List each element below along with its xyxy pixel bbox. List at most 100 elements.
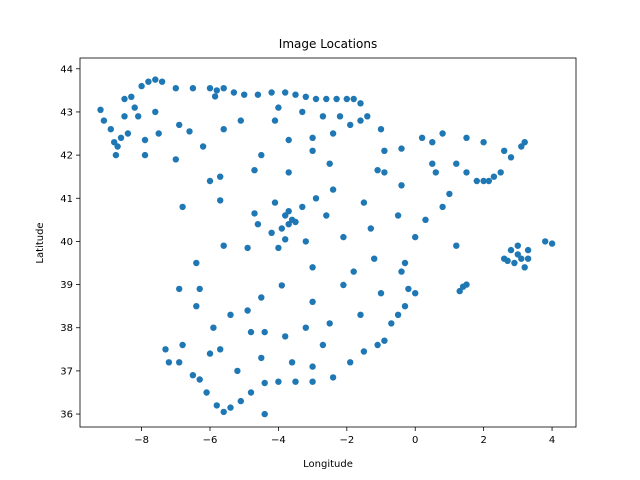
scatter-point	[480, 177, 487, 185]
y-axis-label: Latitude	[35, 222, 46, 263]
y-tick-label: 41	[60, 194, 73, 205]
scatter-point	[347, 121, 354, 129]
scatter-point	[374, 341, 381, 349]
scatter-point	[158, 78, 166, 85]
scatter-point	[288, 359, 296, 366]
scatter-point	[141, 136, 149, 144]
x-tick-label: 0	[412, 435, 418, 446]
scatter-point	[292, 91, 299, 98]
scatter-point	[138, 82, 145, 90]
scatter-point	[405, 285, 412, 293]
scatter-point	[524, 246, 532, 254]
scatter-point	[107, 126, 115, 133]
scatter-point	[220, 126, 227, 133]
scatter-point	[333, 95, 340, 103]
scatter-point	[220, 242, 227, 249]
scatter-point	[193, 259, 200, 267]
scatter-point	[254, 91, 262, 98]
scatter-point	[282, 89, 289, 96]
scatter-point	[418, 134, 426, 141]
scatter-point	[432, 169, 439, 176]
scatter-point	[504, 257, 511, 264]
y-tick-label: 36	[60, 410, 73, 421]
scatter-point	[357, 100, 364, 107]
scatter-point	[282, 236, 289, 243]
scatter-point	[340, 233, 347, 241]
x-tick-label: −6	[203, 435, 218, 446]
scatter-point	[251, 210, 258, 217]
scatter-point	[285, 221, 292, 228]
scatter-point	[422, 216, 429, 223]
scatter-point	[381, 337, 388, 344]
scatter-point	[285, 136, 292, 144]
scatter-point	[189, 372, 197, 379]
x-tick-label: 4	[549, 435, 555, 446]
scatter-point	[521, 264, 528, 271]
scatter-point	[258, 354, 265, 362]
y-tick-label: 42	[60, 151, 73, 162]
scatter-point	[299, 203, 306, 211]
scatter-point	[350, 268, 357, 275]
scatter-point	[206, 350, 214, 357]
scatter-point	[152, 76, 159, 83]
scatter-point	[247, 328, 255, 336]
scatter-point	[319, 113, 327, 120]
scatter-point	[220, 85, 227, 92]
scatter-point	[394, 311, 402, 318]
scatter-point	[237, 117, 244, 124]
scatter-point	[521, 139, 528, 146]
scatter-point	[193, 303, 200, 310]
scatter-point	[211, 93, 219, 100]
scatter-point	[179, 341, 186, 349]
scatter-point	[360, 199, 368, 206]
scatter-point	[326, 160, 333, 167]
scatter-point	[439, 130, 446, 137]
scatter-point	[381, 169, 388, 176]
scatter-point	[357, 117, 364, 124]
scatter-point	[213, 87, 220, 94]
scatter-point	[309, 298, 316, 305]
scatter-point	[312, 195, 320, 202]
scatter-point	[357, 311, 364, 318]
scatter-point	[511, 259, 518, 267]
scatter-point	[111, 139, 118, 146]
scatter-point	[485, 177, 492, 185]
scatter-point	[217, 197, 224, 204]
scatter-point	[128, 93, 135, 101]
scatter-point	[152, 108, 159, 116]
scatter-point	[131, 104, 138, 111]
scatter-point	[282, 212, 289, 219]
scatter-point	[217, 173, 224, 180]
scatter-point	[114, 143, 121, 150]
scatter-point	[292, 218, 299, 226]
scatter-point	[524, 255, 532, 262]
scatter-point	[227, 404, 234, 411]
scatter-point	[446, 190, 453, 198]
scatter-point	[394, 212, 402, 219]
scatter-point	[244, 307, 251, 314]
scatter-point	[278, 225, 285, 232]
y-axis-ticks: 36 37 38 39 40 41 42 43 44	[60, 64, 80, 421]
scatter-point	[490, 173, 498, 180]
scatter-point	[254, 221, 262, 228]
scatter-point	[271, 117, 279, 124]
scatter-point	[155, 130, 162, 137]
y-tick-label: 38	[60, 323, 73, 334]
scatter-point	[401, 259, 409, 267]
scatter-point	[176, 285, 183, 293]
scatter-point	[261, 328, 268, 336]
scatter-point	[329, 374, 337, 381]
y-tick-label: 37	[60, 366, 73, 377]
scatter-point	[172, 85, 179, 92]
scatter-point	[329, 186, 337, 193]
scatter-point	[542, 238, 549, 245]
scatter-point	[309, 363, 316, 370]
scatter-point	[213, 402, 220, 409]
scatter-point	[100, 117, 108, 124]
y-tick-label: 44	[60, 64, 73, 75]
scatter-point	[176, 359, 183, 366]
scatter-point	[439, 203, 446, 211]
scatter-point	[323, 212, 330, 219]
scatter-point	[548, 240, 556, 247]
scatter-point	[285, 208, 292, 215]
